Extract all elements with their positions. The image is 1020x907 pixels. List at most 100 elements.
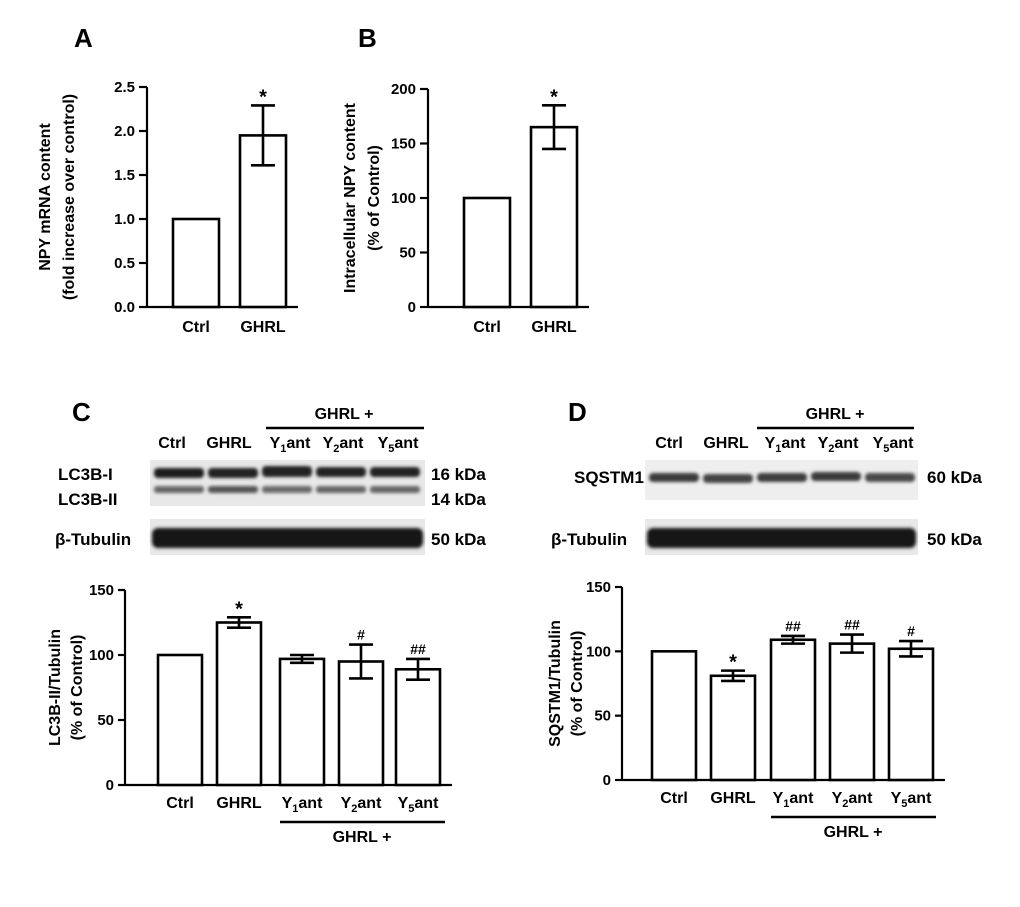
y-tick-label-c: 100 (89, 647, 114, 664)
bar-c-2 (278, 657, 326, 787)
blot-d-label-sqstm1: SQSTM1 (574, 468, 644, 487)
y-axis-label-b: Intracellular NPY content (342, 102, 359, 293)
bar-b-1 (529, 125, 579, 309)
blot-panel-d: GHRL + Ctrl GHRL Y1ant Y2ant Y5ant SQSTM… (551, 406, 982, 555)
blot-panel-c: GHRL + Ctrl GHRL Y1ant Y2ant Y5ant LC3B-… (55, 406, 486, 555)
blot-d-lane-y2ant: Y2ant (818, 435, 859, 455)
blot-c-label-lc3b-ii: LC3B-II (58, 490, 118, 509)
blot-d-sqstm1-image (645, 460, 918, 500)
y-tick-label-c: 0 (106, 777, 114, 794)
y-axis-label-c: LC3B-II/Tubulin (47, 629, 64, 746)
category-label-b-0: Ctrl (473, 319, 501, 336)
y-tick-label-d: 50 (594, 708, 611, 725)
bar-c-0 (156, 653, 204, 787)
category-label-c-1: GHRL (216, 795, 262, 812)
bar-d-4 (887, 647, 935, 782)
blot-d-label-tubulin: β-Tubulin (551, 530, 627, 549)
significance-d-3: ## (844, 617, 860, 633)
category-label-a-1: GHRL (240, 319, 286, 336)
category-label-d-1: GHRL (710, 790, 756, 807)
blot-d-lane-ctrl: Ctrl (655, 435, 683, 452)
significance-d-2: ## (785, 618, 801, 634)
blot-c-kda-14: 14 kDa (431, 490, 486, 509)
bar-b-0 (462, 196, 512, 309)
chart-a: 0.0 0.5 1.0 1.5 2.0 2.5 NPY mRNA content (fold … (37, 79, 298, 336)
bar-d-1 (709, 674, 757, 782)
blot-c-lane-y2ant: Y2ant (323, 435, 364, 455)
blot-c-lane-ghrl: GHRL (206, 435, 252, 452)
y-axis-label-a: (fold increase over control) (61, 94, 78, 300)
significance-c-1: * (235, 598, 243, 620)
blot-c-label-tubulin: β-Tubulin (55, 530, 131, 549)
blot-d-tubulin-image (645, 519, 918, 555)
bar-a-0 (171, 217, 221, 309)
chart-b: 0 50 100 150 200 Intracellular NPY content (% … (342, 81, 589, 336)
category-label-a-0: Ctrl (182, 319, 210, 336)
blot-d-group-label: GHRL + (806, 406, 865, 423)
blot-d-lane-y1ant: Y1ant (765, 435, 806, 455)
y-tick-label-b: 50 (399, 245, 416, 262)
blot-d-lane-ghrl: GHRL (703, 435, 749, 452)
bar-d-3 (828, 642, 876, 782)
significance-c-4: ## (410, 641, 426, 657)
y-tick-label-a: 1.0 (114, 211, 135, 228)
blot-c-lane-y1ant: Y1ant (270, 435, 311, 455)
category-label-c-0: Ctrl (166, 795, 194, 812)
y-tick-label-a: 0.5 (114, 255, 135, 272)
y-tick-label-d: 0 (603, 772, 611, 789)
y-tick-label-a: 0.0 (114, 299, 135, 316)
blot-d-kda-50: 50 kDa (927, 530, 982, 549)
y-tick-label-c: 150 (89, 582, 114, 599)
significance-d-1: * (729, 652, 737, 674)
category-label-d-0: Ctrl (660, 790, 688, 807)
y-axis-label-a: NPY mRNA content (37, 123, 54, 271)
group-label-c: GHRL + (333, 829, 392, 846)
blot-c-label-lc3b-i: LC3B-I (58, 465, 113, 484)
panel-label-c: C (72, 397, 91, 427)
category-label-d-4: Y5ant (891, 790, 932, 810)
blot-d-kda-60: 60 kDa (927, 468, 982, 487)
significance-b-1: * (550, 86, 558, 108)
y-tick-label-b: 150 (391, 136, 416, 153)
y-tick-label-b: 200 (391, 81, 416, 98)
blot-c-lane-y5ant: Y5ant (378, 435, 419, 455)
significance-c-3: # (357, 627, 365, 643)
y-tick-label-a: 2.0 (114, 123, 135, 140)
y-axis-label-d: (% of Control) (569, 631, 586, 737)
category-label-d-3: Y2ant (832, 790, 873, 810)
panel-label-d: D (568, 397, 587, 427)
y-axis-label-d: SQSTM1/Tubulin (547, 620, 564, 747)
y-tick-label-a: 2.5 (114, 79, 135, 96)
significance-d-4: # (907, 623, 915, 639)
blot-c-lc3b-image (150, 460, 425, 506)
bar-c-4 (394, 667, 442, 787)
y-axis-label-b: (% of Control) (366, 145, 383, 251)
y-tick-label-b: 100 (391, 190, 416, 207)
panel-label-a: A (74, 23, 93, 53)
blot-d-lane-y5ant: Y5ant (873, 435, 914, 455)
blot-c-kda-16: 16 kDa (431, 465, 486, 484)
bar-d-2 (769, 638, 817, 782)
chart-d: 0 50 100 150 SQSTM1/Tubulin (% of Control) Ctr… (547, 579, 945, 841)
bar-d-0 (650, 650, 698, 782)
significance-a-1: * (259, 86, 267, 108)
category-label-c-4: Y5ant (398, 795, 439, 815)
chart-c: 0 50 100 150 LC3B-II/Tubulin (% of Control) Ct… (47, 582, 452, 846)
blot-c-tubulin-image (150, 519, 425, 555)
y-tick-label-d: 100 (586, 643, 611, 660)
category-label-c-3: Y2ant (341, 795, 382, 815)
group-label-d: GHRL + (824, 824, 883, 841)
panel-label-b: B (358, 23, 377, 53)
category-label-b-1: GHRL (531, 319, 577, 336)
category-label-d-2: Y1ant (773, 790, 814, 810)
y-tick-label-a: 1.5 (114, 167, 135, 184)
category-label-c-2: Y1ant (282, 795, 323, 815)
bar-c-3 (337, 660, 385, 787)
y-tick-label-b: 0 (408, 299, 416, 316)
y-tick-label-c: 50 (97, 712, 114, 729)
y-axis-label-c: (% of Control) (69, 635, 86, 741)
y-tick-label-d: 150 (586, 579, 611, 596)
bar-c-1 (215, 621, 263, 787)
blot-c-kda-50: 50 kDa (431, 530, 486, 549)
